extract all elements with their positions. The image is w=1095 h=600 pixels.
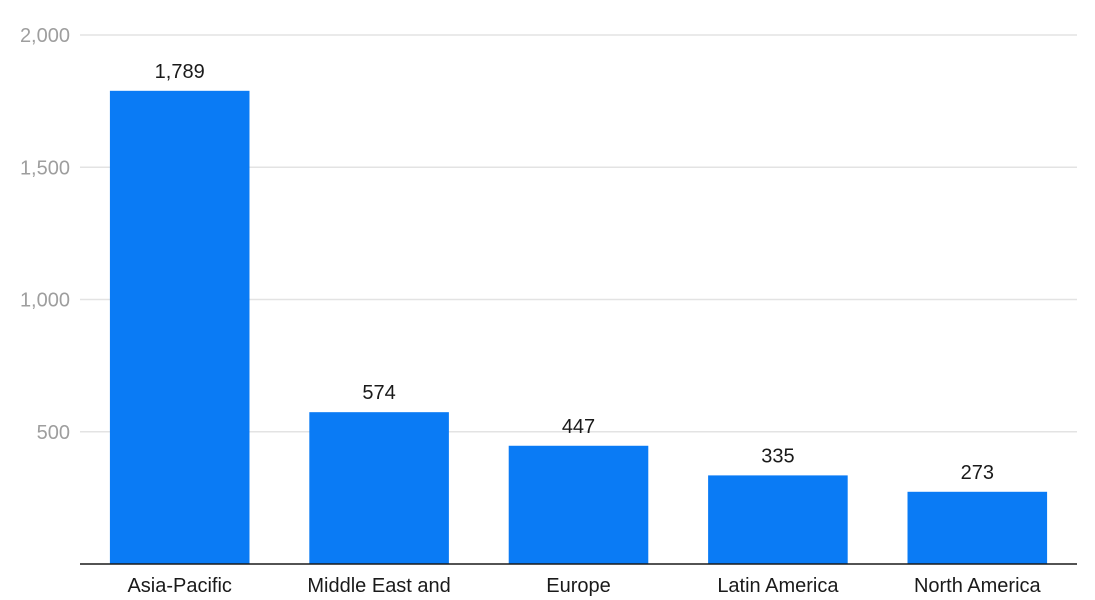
- x-category-label: North America: [914, 575, 1042, 597]
- bar: [508, 445, 649, 564]
- y-tick-label: 1,000: [20, 290, 70, 312]
- data-label: 447: [562, 416, 595, 438]
- bar: [708, 475, 848, 564]
- bars: [109, 90, 1048, 564]
- bar: [309, 412, 449, 564]
- y-axis-ticks: 500 1,000 1,500 2,000: [20, 25, 70, 444]
- bar: [109, 90, 250, 564]
- data-label: 335: [761, 445, 794, 467]
- x-category-label: Europe: [546, 575, 611, 597]
- bar: [907, 491, 1048, 564]
- x-category-label: Asia-Pacific: [127, 575, 231, 597]
- x-axis-categories: Asia-Pacific Middle East and Europe Latin A…: [127, 575, 1041, 597]
- x-category-label: Latin America: [717, 575, 839, 597]
- y-tick-label: 500: [37, 422, 70, 444]
- y-tick-label: 1,500: [20, 157, 70, 179]
- x-category-label: Middle East and: [307, 575, 450, 597]
- data-label: 574: [362, 382, 395, 404]
- data-label: 273: [961, 462, 994, 484]
- data-label: 1,789: [155, 61, 205, 83]
- data-labels: 1,789 574 447 335 273: [155, 61, 994, 484]
- y-tick-label: 2,000: [20, 25, 70, 47]
